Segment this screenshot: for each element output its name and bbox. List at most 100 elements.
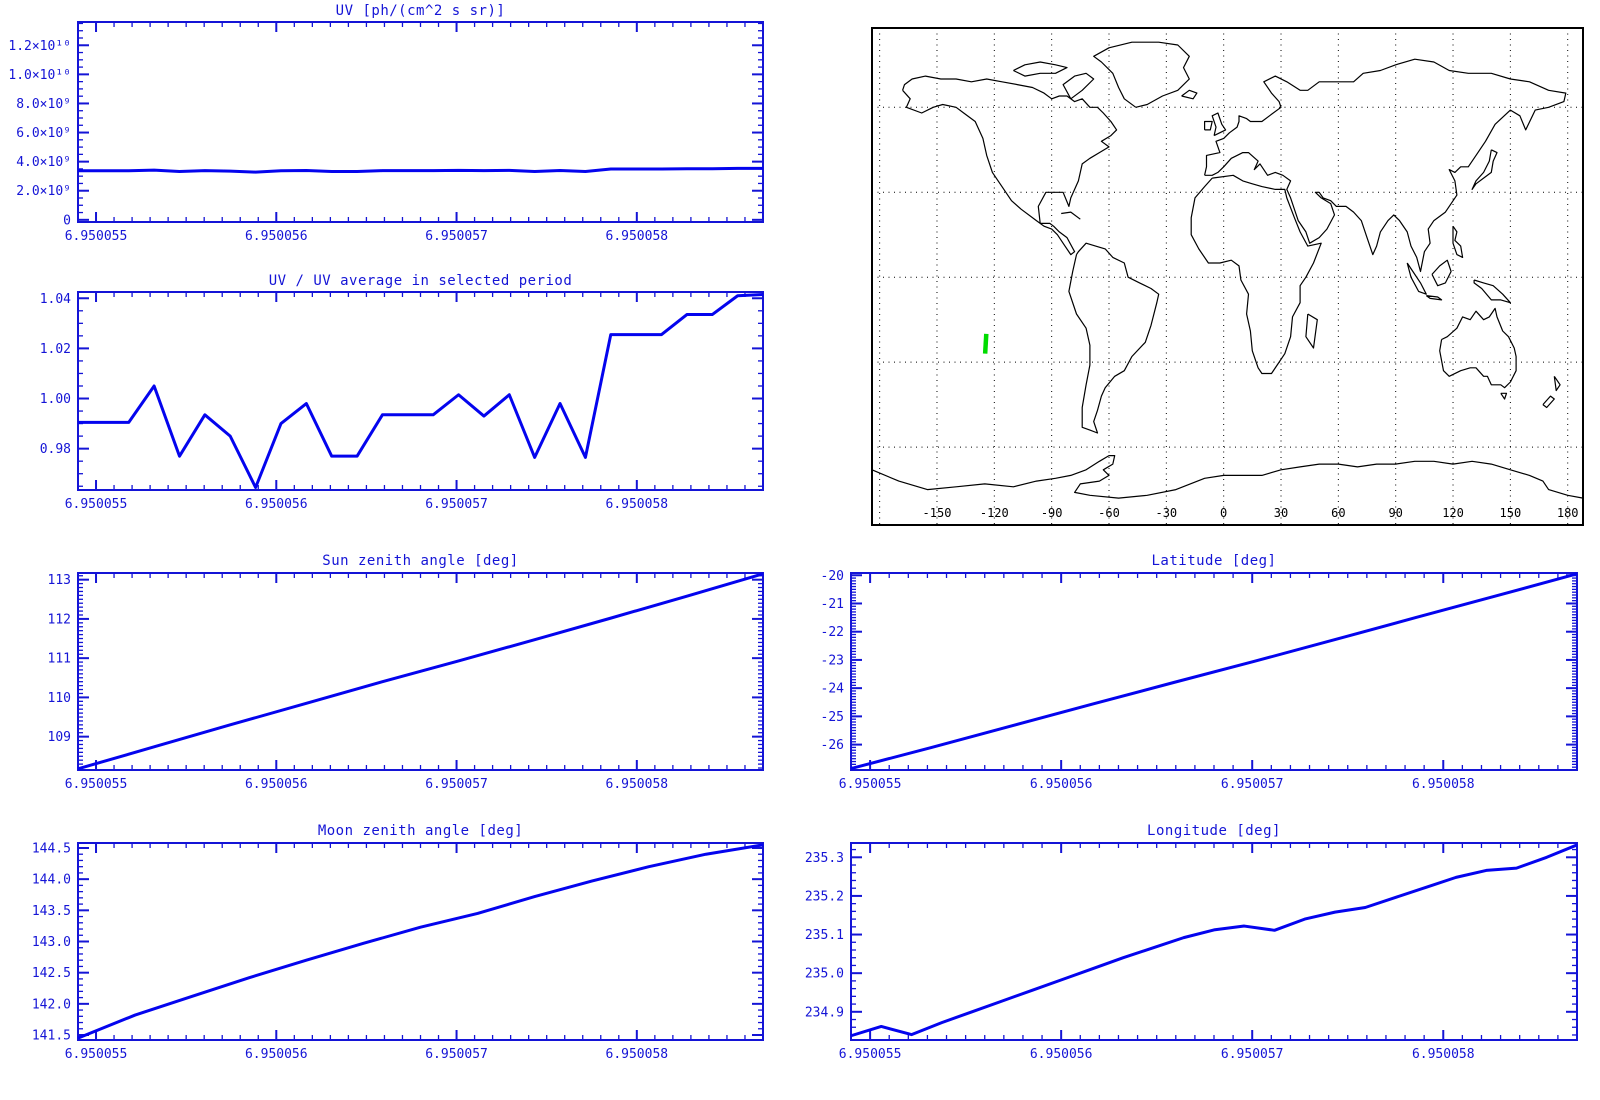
y-tick-label: 2.0×10⁹ xyxy=(16,184,71,199)
lon-plot-box xyxy=(850,842,1578,1041)
y-tick-label: 113 xyxy=(48,573,71,588)
x-tick-label: 6.950055 xyxy=(65,1047,128,1062)
coastline xyxy=(1062,72,1095,100)
y-tick-label: 110 xyxy=(48,691,71,706)
y-tick-label: -26 xyxy=(821,738,844,753)
map-lon-label: 90 xyxy=(1388,506,1402,520)
x-tick-label: 6.950056 xyxy=(245,1047,308,1062)
coastline xyxy=(1439,307,1517,389)
x-tick-label: 6.950056 xyxy=(1030,777,1093,792)
x-tick-label: 6.950058 xyxy=(1412,1047,1475,1062)
y-tick-label: 235.2 xyxy=(805,889,844,904)
coastline xyxy=(1211,112,1227,137)
y-tick-label: 1.04 xyxy=(40,292,71,307)
map-border xyxy=(871,27,1584,526)
y-tick-label: 141.5 xyxy=(32,1029,71,1044)
y-tick-label: 8.0×10⁹ xyxy=(16,97,71,112)
ratio-plot: 6.950055 6.950056 6.950057 6.950058 0.98 1.00… xyxy=(40,291,764,512)
uv-plot-title: UV [ph/(cm^2 s sr)] xyxy=(335,3,506,19)
x-tick-label: 6.950055 xyxy=(65,229,128,244)
y-tick-label: 112 xyxy=(48,612,71,627)
coastline xyxy=(1203,120,1213,131)
x-tick-label: 6.950057 xyxy=(1221,1047,1284,1062)
x-tick-label: 6.950057 xyxy=(425,497,488,512)
coastline xyxy=(1406,262,1427,295)
latitude-plot-title: Latitude [deg] xyxy=(1151,553,1277,569)
coastline xyxy=(1181,89,1198,100)
x-tick-label: 6.950055 xyxy=(839,777,902,792)
y-tick-label: 235.1 xyxy=(805,928,844,943)
coastline xyxy=(1452,225,1464,258)
y-tick-label: 1.0×10¹⁰ xyxy=(8,68,71,83)
world-map: -150 -120 -90 -60 -30 0 30 60 90 120 150 180 xyxy=(871,27,1584,526)
coastline xyxy=(1542,395,1555,409)
map-lon-label: -120 xyxy=(980,506,1009,520)
map-lon-label: 30 xyxy=(1274,506,1288,520)
map-lon-label: 0 xyxy=(1220,506,1227,520)
sun-plot: 6.950055 6.950056 6.950057 6.950058 109 110 11… xyxy=(48,572,764,792)
map-lon-label: 120 xyxy=(1442,506,1464,520)
y-tick-label: -23 xyxy=(821,653,844,668)
moon-plot-box xyxy=(77,842,764,1041)
x-tick-label: 6.950055 xyxy=(65,777,128,792)
y-tick-label: -24 xyxy=(821,682,845,697)
uv-plot: 6.950055 6.950056 6.950057 6.950058 0 2.0×10⁹… xyxy=(8,21,764,244)
y-tick-label: 142.0 xyxy=(32,997,71,1012)
coastline xyxy=(1068,242,1160,434)
moon-plot: 6.950055 6.950056 6.950057 6.950058 141.5 142… xyxy=(32,841,764,1062)
lat-plot: 6.950055 6.950056 6.950057 6.950058 -26 -25 -2… xyxy=(821,569,1578,792)
longitude-plot-title: Longitude [deg] xyxy=(1147,823,1281,839)
y-tick-label: 1.02 xyxy=(40,342,71,357)
lon-data-line xyxy=(850,843,1578,1038)
coastline xyxy=(1431,259,1452,287)
coastline xyxy=(1093,41,1190,108)
x-tick-label: 6.950057 xyxy=(425,229,488,244)
uv-plot-box xyxy=(77,21,764,223)
y-tick-label: 234.9 xyxy=(805,1005,844,1020)
coastline xyxy=(1553,375,1561,392)
lon-plot: 6.950055 6.950056 6.950057 6.950058 234.9 235… xyxy=(805,842,1578,1062)
coastline xyxy=(1471,149,1498,190)
x-tick-label: 6.950058 xyxy=(606,497,669,512)
map-lon-label: 60 xyxy=(1331,506,1345,520)
coastline xyxy=(1305,313,1318,349)
coastline xyxy=(1473,279,1512,304)
y-tick-label: 235.3 xyxy=(805,851,844,866)
x-tick-label: 6.950058 xyxy=(606,777,669,792)
y-tick-label: 0 xyxy=(63,213,71,228)
y-tick-label: 4.0×10⁹ xyxy=(16,155,71,170)
y-tick-label: -22 xyxy=(821,625,844,640)
coastline xyxy=(1013,61,1068,77)
ground-track xyxy=(982,333,989,354)
coastline xyxy=(1190,174,1322,375)
x-tick-label: 6.950058 xyxy=(606,1047,669,1062)
moon-zenith-plot-title: Moon zenith angle [deg] xyxy=(317,823,524,839)
y-tick-label: 142.5 xyxy=(32,966,71,981)
x-tick-label: 6.950058 xyxy=(606,229,669,244)
x-tick-label: 6.950056 xyxy=(245,777,308,792)
coastline xyxy=(1061,211,1081,220)
y-tick-label: 0.98 xyxy=(40,442,71,457)
sun-zenith-plot-title: Sun zenith angle [deg] xyxy=(322,553,519,569)
ratio-plot-title: UV / UV average in selected period xyxy=(268,273,573,289)
x-tick-label: 6.950055 xyxy=(839,1047,902,1062)
map-lon-label: -150 xyxy=(923,506,952,520)
ratio-data-line xyxy=(78,293,764,489)
x-tick-label: 6.950055 xyxy=(65,497,128,512)
coastline xyxy=(1425,295,1443,301)
y-tick-label: 143.0 xyxy=(32,935,71,950)
coastline xyxy=(1204,58,1567,273)
y-tick-label: -25 xyxy=(821,710,844,725)
coastline xyxy=(1500,392,1508,400)
y-tick-label: 109 xyxy=(48,730,71,745)
y-tick-label: 235.0 xyxy=(805,967,844,982)
x-tick-label: 6.950057 xyxy=(1221,777,1284,792)
x-tick-label: 6.950056 xyxy=(1030,1047,1093,1062)
x-tick-label: 6.950057 xyxy=(425,1047,488,1062)
x-tick-label: 6.950058 xyxy=(1412,777,1475,792)
y-tick-label: 143.5 xyxy=(32,904,71,919)
uv-data-line xyxy=(78,166,763,174)
sun-data-line xyxy=(77,572,764,771)
